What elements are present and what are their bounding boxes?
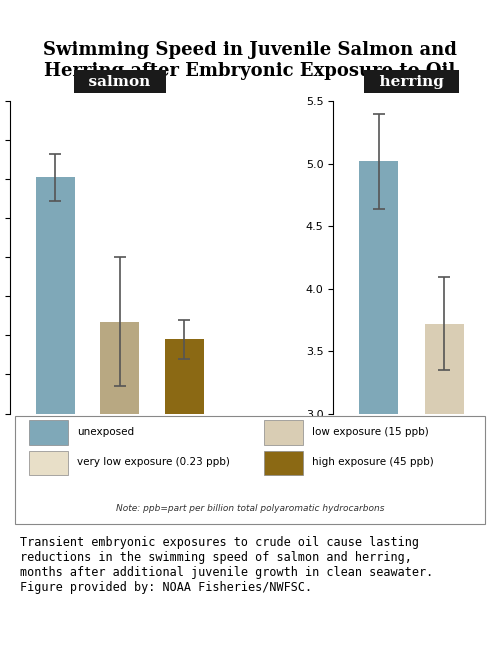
FancyBboxPatch shape: [15, 416, 485, 524]
Text: Transient embryonic exposures to crude oil cause lasting
reductions in the swimm: Transient embryonic exposures to crude o…: [20, 536, 433, 594]
Bar: [424, 324, 464, 414]
Bar: [100, 322, 139, 413]
Text: unexposed: unexposed: [77, 426, 134, 436]
Text: very low exposure (0.23 ppb): very low exposure (0.23 ppb): [77, 457, 230, 467]
Text: high exposure (45 ppb): high exposure (45 ppb): [312, 457, 434, 467]
Bar: [360, 161, 399, 414]
Text: herring: herring: [369, 74, 454, 88]
FancyBboxPatch shape: [29, 420, 68, 445]
Bar: [165, 340, 204, 413]
Bar: [36, 177, 74, 413]
FancyBboxPatch shape: [264, 451, 303, 476]
FancyBboxPatch shape: [29, 451, 68, 476]
Text: Swimming Speed in Juvenile Salmon and
Herring after Embryonic Exposure to Oil: Swimming Speed in Juvenile Salmon and He…: [43, 41, 457, 80]
Text: low exposure (15 ppb): low exposure (15 ppb): [312, 426, 429, 436]
FancyBboxPatch shape: [264, 420, 303, 445]
Text: salmon: salmon: [78, 74, 161, 88]
Text: Note: ppb=part per billion total polyaromatic hydrocarbons: Note: ppb=part per billion total polyaro…: [116, 503, 384, 513]
